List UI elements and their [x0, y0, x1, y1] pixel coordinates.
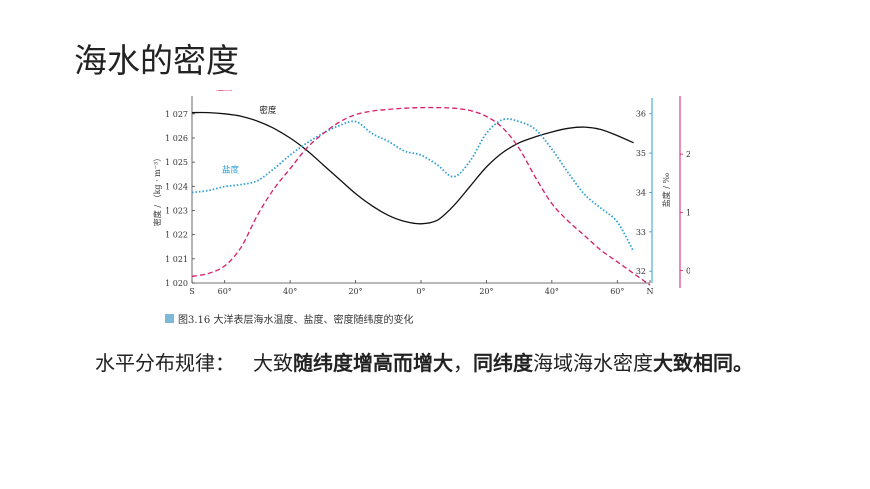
- salinity-tick-label: 32: [636, 267, 646, 276]
- series-label-3: 温度: [216, 90, 234, 93]
- density-axis-label: 密度 / （kg · m⁻³）: [152, 154, 162, 226]
- figure-caption: 图3.16 大洋表层海水温度、盐度、密度随纬度的变化: [165, 311, 413, 326]
- chart: 1 020 1 021 1 022 1 023 1 024 1 025 1 026 1 027…: [150, 82, 700, 330]
- temperature-tick-label: 0: [686, 267, 690, 276]
- salinity-tick-label: 36: [636, 110, 646, 119]
- density-tick-label: 1 024: [165, 182, 188, 191]
- latitude-tick-label: S: [189, 287, 194, 296]
- rule-segment-4: 同纬度: [473, 351, 533, 375]
- rule-segment-5: 海域海水密度: [533, 351, 653, 375]
- chart-series: [191, 106, 651, 286]
- density-tick-label: 1 025: [165, 158, 188, 167]
- density-tick-label: 1 021: [165, 255, 188, 264]
- latitude-tick-label: N: [647, 287, 654, 296]
- latitude-tick-label: 60°: [218, 287, 232, 296]
- series-label-1: 密度: [259, 105, 277, 116]
- rule-segment-6: 大致相同。: [653, 351, 753, 375]
- latitude-tick-label: 40°: [283, 287, 297, 296]
- page-title: 海水的密度: [74, 41, 239, 80]
- salinity-tick-label: 35: [636, 149, 646, 158]
- density-tick-label: 1 027: [165, 110, 188, 119]
- latitude-tick-label: 20°: [348, 287, 362, 296]
- temperature-tick-label: 20: [686, 150, 690, 159]
- series-line-1: [191, 111, 634, 225]
- caption-square-icon: [165, 314, 174, 323]
- salinity-tick-label: 33: [636, 228, 646, 237]
- salinity-axis-label: 盐度 / ‰: [661, 172, 671, 207]
- chart-svg: 1 020 1 021 1 022 1 023 1 024 1 025 1 026 1 027…: [152, 82, 700, 296]
- latitude-tick-label: 0°: [416, 287, 425, 296]
- series-line-2: [191, 117, 635, 252]
- temperature-tick-label: 10: [686, 208, 690, 217]
- latitude-tick-label: 40°: [545, 287, 559, 296]
- rule-label: 水平分布规律：: [95, 351, 235, 375]
- density-tick-label: 1 023: [165, 207, 188, 216]
- series-line-3: [191, 106, 651, 286]
- rule-segment-3: ，: [453, 351, 473, 375]
- rule-segment-2: 随纬度增高而增大: [293, 351, 453, 375]
- density-tick-label: 1 020: [165, 279, 188, 288]
- rule-text: 大致随纬度增高而增大，同纬度海域海水密度大致相同。: [253, 348, 773, 378]
- caption-text: 图3.16 大洋表层海水温度、盐度、密度随纬度的变化: [178, 315, 414, 326]
- salinity-tick-label: 34: [636, 188, 646, 197]
- latitude-tick-label: 60°: [610, 287, 624, 296]
- density-tick-label: 1 022: [165, 231, 188, 240]
- series-label-2: 盐度: [222, 165, 240, 176]
- chart-axes: 1 020 1 021 1 022 1 023 1 024 1 025 1 026 1 027…: [152, 96, 700, 296]
- latitude-tick-label: 20°: [479, 287, 493, 296]
- rule-segment-1: 大致: [253, 351, 293, 375]
- density-tick-label: 1 026: [165, 134, 188, 143]
